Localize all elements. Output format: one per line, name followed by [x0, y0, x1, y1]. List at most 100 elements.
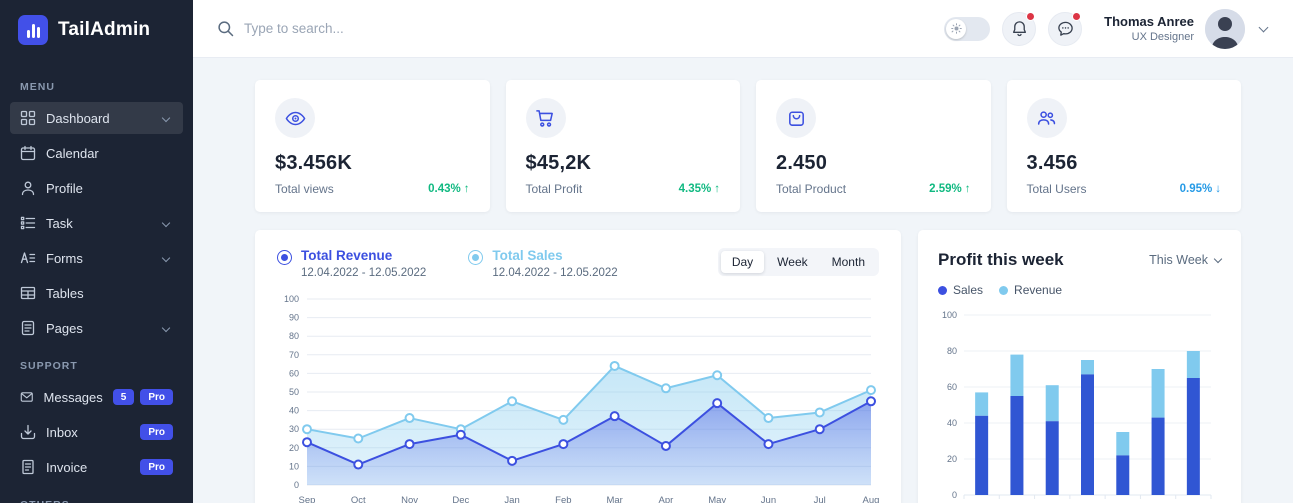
- taildadmin-logo-icon: [18, 15, 48, 45]
- search-icon: [218, 21, 234, 37]
- sidebar-item-messages[interactable]: Messages 5 Pro: [10, 381, 183, 413]
- profit-card: Profit this week This Week Sales Revenue: [918, 230, 1241, 503]
- sun-icon: [950, 23, 962, 34]
- svg-text:0: 0: [294, 480, 299, 490]
- dashboard-icon: [20, 110, 36, 126]
- eye-icon: [285, 111, 305, 125]
- arrow-down-icon: ↓: [1215, 183, 1221, 195]
- chevron-down-icon: [161, 323, 171, 333]
- period-month-button[interactable]: Month: [831, 255, 865, 269]
- search-input[interactable]: [244, 21, 524, 36]
- messages-icon: [20, 392, 33, 402]
- profit-bar-chart: 020406080100MTWTFSS: [938, 307, 1221, 503]
- arrow-up-icon: ↑: [463, 183, 470, 195]
- period-day-button[interactable]: Day: [720, 251, 765, 273]
- pages-icon: [21, 320, 35, 336]
- svg-text:Sep: Sep: [299, 495, 316, 503]
- search-bar: [217, 20, 524, 37]
- chevron-down-icon: [1213, 254, 1223, 263]
- svg-text:Aug: Aug: [863, 495, 879, 503]
- svg-text:60: 60: [289, 368, 299, 378]
- messages-count-badge: 5: [112, 389, 135, 405]
- sidebar-item-dashboard[interactable]: Dashboard: [10, 102, 183, 134]
- bell-icon: [1012, 21, 1026, 37]
- svg-text:0: 0: [952, 490, 957, 500]
- stats-row: $3.456K Total views 0.43% ↑ $45,2K Total …: [255, 80, 1241, 212]
- sidebar-item-profile[interactable]: Profile: [10, 172, 183, 204]
- svg-text:70: 70: [289, 350, 299, 360]
- sidebar-nav: MENU Dashboard Calendar Profile Task For…: [0, 57, 193, 503]
- svg-text:May: May: [708, 495, 726, 503]
- svg-text:30: 30: [289, 424, 299, 434]
- svg-text:Jan: Jan: [504, 495, 519, 503]
- inbox-icon: [20, 424, 36, 440]
- legend-total-sales[interactable]: Total Sales 12.04.2022 - 12.05.2022: [468, 248, 618, 279]
- logo-text: TailAdmin: [58, 19, 151, 40]
- sidebar-item-inbox[interactable]: Inbox Pro: [10, 416, 183, 448]
- pro-badge: Pro: [140, 424, 173, 440]
- others-section-label: OTHERS: [20, 499, 173, 503]
- chevron-down-icon: [1258, 22, 1269, 32]
- svg-text:Dec: Dec: [452, 495, 469, 503]
- menu-section-label: MENU: [20, 81, 55, 93]
- cart-icon: [536, 109, 553, 127]
- message-dot: [1072, 11, 1082, 21]
- sidebar-item-pages[interactable]: Pages: [10, 312, 183, 344]
- svg-text:10: 10: [289, 461, 299, 471]
- sidebar-item-forms[interactable]: Forms: [10, 242, 183, 274]
- pro-badge: Pro: [140, 389, 173, 405]
- logo[interactable]: TailAdmin: [0, 0, 193, 57]
- radio-icon: [277, 250, 292, 265]
- svg-text:Nov: Nov: [401, 495, 418, 503]
- stat-card-total-profit: $45,2K Total Profit 4.35% ↑: [505, 80, 740, 212]
- stat-card-total-product: 2.450 Total Product 2.59% ↑: [756, 80, 991, 212]
- svg-text:20: 20: [289, 443, 299, 453]
- svg-text:80: 80: [947, 346, 957, 356]
- svg-text:Oct: Oct: [351, 495, 366, 503]
- svg-text:60: 60: [947, 382, 957, 392]
- chevron-down-icon: [161, 113, 171, 123]
- sidebar-item-tables[interactable]: Tables: [10, 277, 183, 309]
- notification-dot: [1026, 11, 1036, 21]
- sidebar-item-invoice[interactable]: Invoice Pro: [10, 451, 183, 483]
- stat-delta: 0.95% ↓: [1179, 183, 1221, 195]
- profit-legend: Sales Revenue: [938, 283, 1221, 297]
- date-range: 12.04.2022 - 12.05.2022: [301, 267, 427, 279]
- theme-toggle[interactable]: [944, 16, 991, 41]
- stat-card-total-users: 3.456 Total Users 0.95% ↓: [1006, 80, 1241, 212]
- bag-icon: [788, 111, 804, 126]
- stat-delta: 2.59% ↑: [929, 183, 971, 195]
- calendar-icon: [20, 145, 36, 161]
- revenue-card: Total Revenue 12.04.2022 - 12.05.2022 To…: [255, 230, 901, 503]
- svg-text:40: 40: [947, 418, 957, 428]
- profit-card-title: Profit this week: [938, 250, 1064, 269]
- svg-text:90: 90: [289, 313, 299, 323]
- charts-row: Total Revenue 12.04.2022 - 12.05.2022 To…: [255, 230, 1241, 503]
- svg-text:100: 100: [942, 310, 957, 320]
- legend-total-revenue[interactable]: Total Revenue 12.04.2022 - 12.05.2022: [277, 248, 426, 279]
- period-week-button[interactable]: Week: [777, 255, 808, 269]
- week-select-dropdown[interactable]: This Week: [1149, 253, 1223, 267]
- pro-badge: Pro: [140, 459, 173, 475]
- arrow-up-icon: ↑: [714, 183, 720, 195]
- user-menu[interactable]: Thomas Anree UX Designer: [1104, 8, 1269, 49]
- radio-icon: [468, 250, 484, 265]
- revenue-area-chart-svg: 0 10 20 30 40 50 60 70 80 90 100 Sep Oct Nov Dec Jan Feb…: [284, 294, 879, 503]
- user-name: Thomas Anree: [1104, 14, 1194, 29]
- svg-text:Jul: Jul: [814, 495, 826, 503]
- top-header: Thomas Anree UX Designer: [193, 0, 1293, 58]
- notifications-button[interactable]: [1002, 11, 1037, 46]
- sidebar-item-task[interactable]: Task: [10, 207, 183, 239]
- chevron-down-icon: [161, 253, 171, 263]
- svg-text:50: 50: [289, 387, 299, 397]
- users-icon: [1037, 110, 1056, 125]
- messages-button[interactable]: [1048, 11, 1083, 46]
- svg-text:20: 20: [947, 454, 957, 464]
- stat-card-total-views: $3.456K Total views 0.43% ↑: [255, 80, 490, 212]
- avatar: [1205, 8, 1245, 49]
- sidebar-item-calendar[interactable]: Calendar: [10, 137, 183, 169]
- invoice-icon: [22, 459, 34, 475]
- legend-dot: [938, 285, 947, 295]
- user-role: UX Designer: [1131, 31, 1194, 43]
- svg-text:Jun: Jun: [761, 495, 776, 503]
